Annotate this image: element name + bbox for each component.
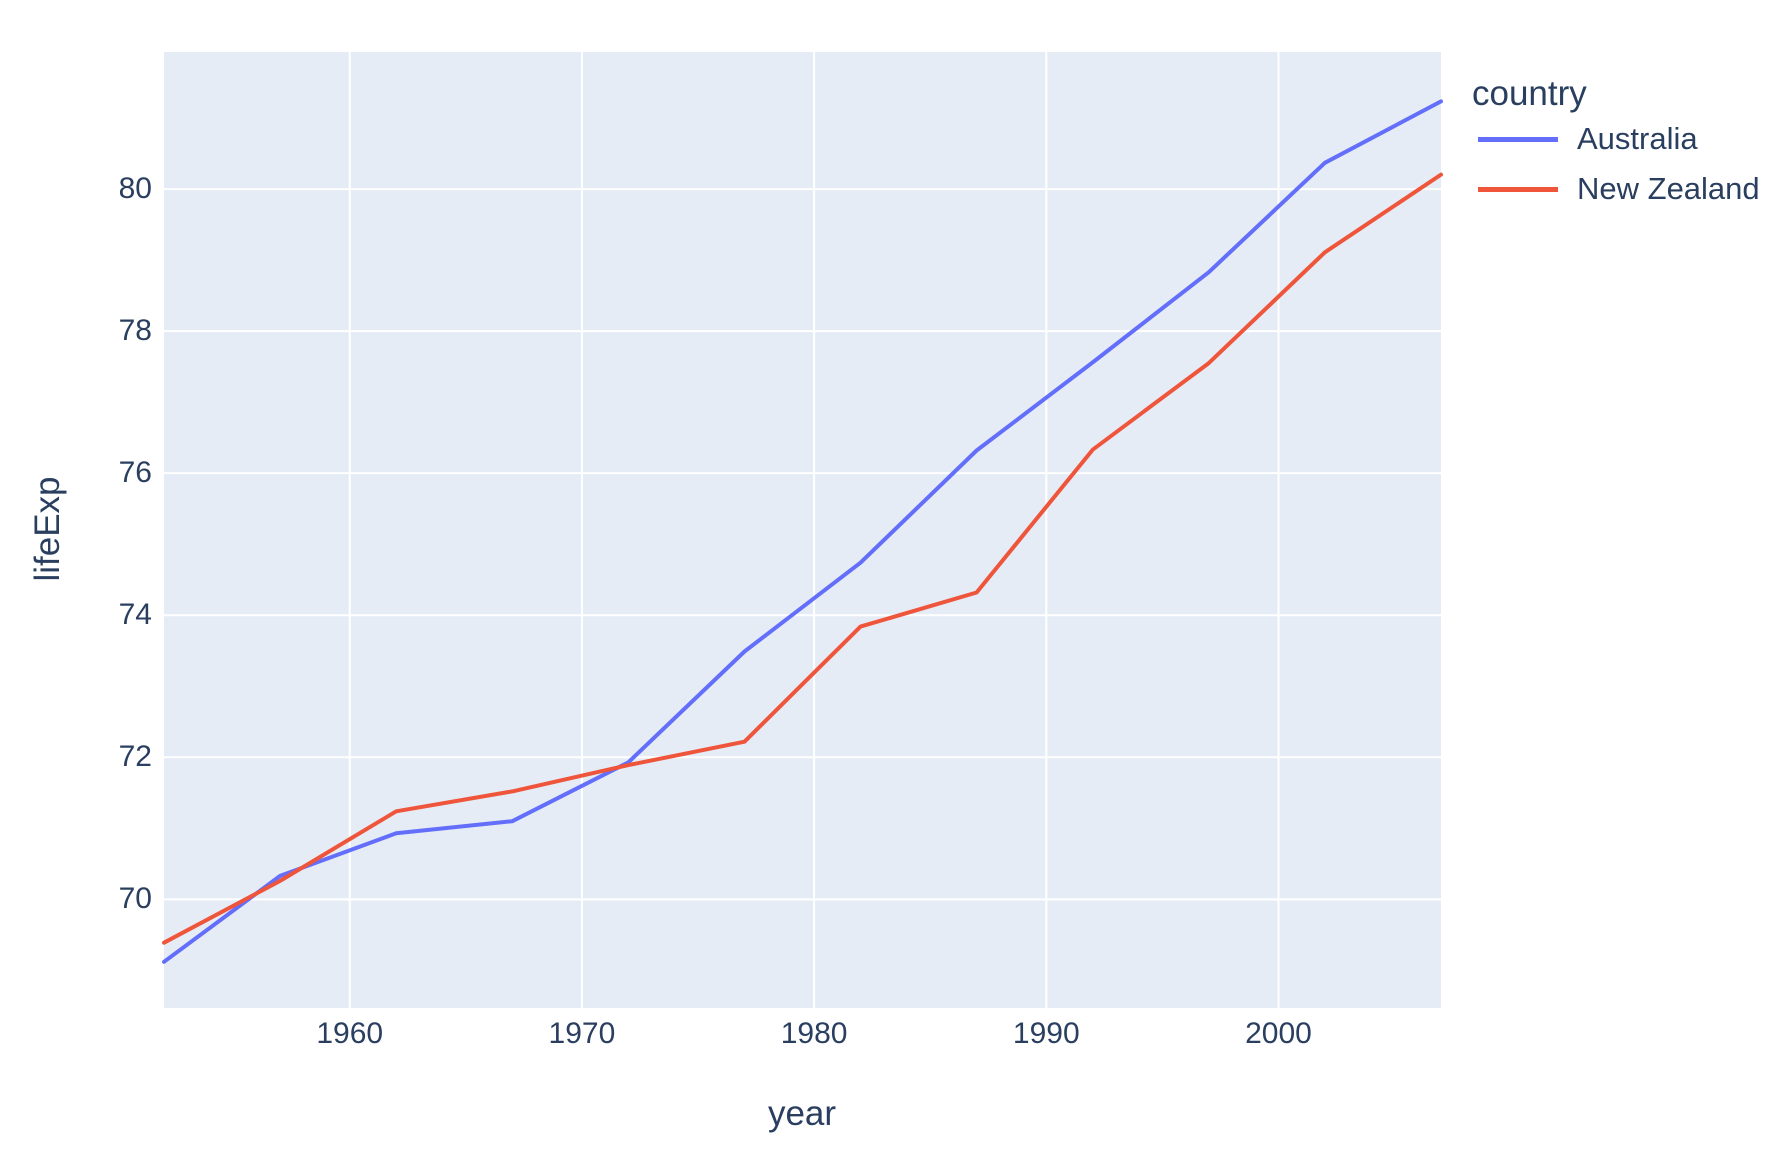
plot-background	[164, 52, 1441, 1008]
y-axis-tick-label: 74	[118, 598, 152, 632]
legend-title: country	[1472, 74, 1587, 113]
legend: country Australia New Zealand	[1462, 74, 1760, 214]
y-axis-tick-label: 76	[118, 456, 152, 490]
legend-items: Australia New Zealand	[1462, 114, 1760, 214]
legend-item-new-zealand[interactable]: New Zealand	[1462, 164, 1760, 214]
x-axis-title: year	[767, 1094, 837, 1133]
y-axis-tick-label: 78	[118, 314, 152, 348]
legend-line-swatch-icon	[1478, 136, 1558, 142]
y-axis-tick-label: 70	[118, 882, 152, 916]
y-axis-tick-label: 80	[118, 172, 152, 206]
legend-line-swatch-icon	[1478, 186, 1558, 192]
series-line-australia	[162, 99, 1443, 964]
y-axis-tick-label: 72	[118, 740, 152, 774]
series-line-new-zealand	[162, 172, 1443, 945]
x-axis-tick-label: 1980	[780, 1017, 848, 1050]
legend-item-label: New Zealand	[1577, 171, 1760, 206]
x-axis-tick-label: 1960	[316, 1017, 384, 1050]
y-axis-title: lifeExp	[28, 476, 67, 582]
x-axis-tick-label: 1990	[1012, 1017, 1080, 1050]
x-axis-tick-label: 1970	[548, 1017, 616, 1050]
x-axis-tick-label: 2000	[1245, 1017, 1312, 1050]
legend-item-australia[interactable]: Australia	[1462, 114, 1760, 164]
legend-item-label: Australia	[1577, 121, 1698, 156]
